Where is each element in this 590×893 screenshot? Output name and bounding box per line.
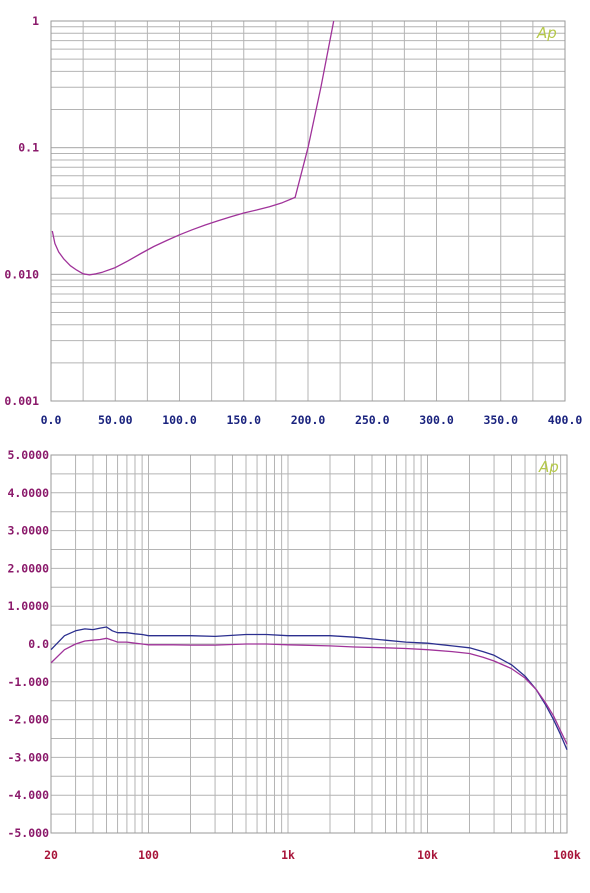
upper-chart: Ap 0.0 50.00 100.0 150.0 200.0 250.0 300.0 350.0… (4, 14, 582, 427)
x-tick-label: 100.0 (162, 413, 197, 427)
x-tick-label: 150.0 (226, 413, 261, 427)
plot-frame (50, 20, 566, 402)
y-tick-label: 0.001 (4, 394, 39, 408)
y-tick-label: -1.000 (7, 675, 49, 689)
y-tick-label: 3.0000 (7, 524, 49, 538)
y-tick-label: -2.000 (7, 713, 49, 727)
x-tick-label: 100k (553, 848, 581, 862)
grid (50, 20, 566, 402)
x-tick-label: 400.0 (548, 413, 583, 427)
y-tick-label: 5.0000 (7, 448, 49, 462)
y-tick-label: 1.0000 (7, 599, 49, 613)
y-tick-label: 4.0000 (7, 486, 49, 500)
x-tick-label: 200.0 (291, 413, 326, 427)
x-tick-label: 250.0 (355, 413, 390, 427)
x-tick-label: 100 (138, 848, 159, 862)
y-tick-label: 1 (32, 14, 39, 28)
ap-logo: Ap (536, 24, 557, 42)
x-tick-label: 350.0 (483, 413, 518, 427)
series-line-2 (50, 637, 568, 745)
series-line-1 (50, 626, 568, 751)
grid (50, 454, 568, 834)
lower-chart: Ap 20 100 1k 10k 100k 5.0000 4.0000 3.0000 2.0000… (7, 448, 580, 862)
x-tick-label: 20 (44, 848, 58, 862)
x-tick-label: 1k (281, 848, 295, 862)
y-tick-label: -3.000 (7, 750, 49, 764)
plot-frame (50, 454, 568, 834)
x-tick-label: 0.0 (41, 413, 62, 427)
y-tick-label: -5.000 (7, 826, 49, 840)
x-tick-label: 300.0 (419, 413, 454, 427)
x-tick-label: 50.00 (98, 413, 133, 427)
y-tick-label: 2.0000 (7, 561, 49, 575)
y-tick-label: -4.000 (7, 788, 49, 802)
y-tick-label: 0.010 (4, 267, 39, 281)
series-line-1 (51, 20, 335, 276)
y-tick-label: 0.0 (28, 637, 49, 651)
x-tick-label: 10k (417, 848, 438, 862)
ap-logo: Ap (538, 458, 559, 476)
y-tick-label: 0.1 (18, 141, 39, 155)
